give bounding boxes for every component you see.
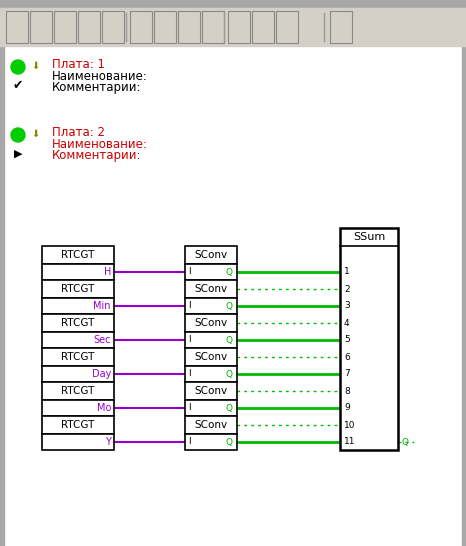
Text: 9: 9 bbox=[344, 403, 350, 412]
Bar bbox=[102, 11, 124, 43]
Text: Комментарии:: Комментарии: bbox=[52, 149, 142, 162]
Text: Y: Y bbox=[105, 437, 111, 447]
Bar bbox=[185, 382, 237, 400]
Text: I: I bbox=[188, 301, 191, 311]
Bar bbox=[42, 280, 114, 298]
Bar bbox=[185, 246, 237, 264]
Bar bbox=[54, 11, 76, 43]
Bar bbox=[185, 280, 237, 298]
Bar bbox=[42, 246, 114, 264]
Bar bbox=[228, 11, 250, 43]
Text: I: I bbox=[188, 403, 191, 412]
Bar bbox=[202, 11, 224, 43]
Text: Day: Day bbox=[92, 369, 111, 379]
Text: 7: 7 bbox=[344, 370, 350, 378]
Bar bbox=[130, 11, 152, 43]
Text: SConv: SConv bbox=[194, 386, 227, 396]
Text: RTCGT: RTCGT bbox=[62, 352, 95, 362]
Bar bbox=[185, 264, 237, 280]
Bar bbox=[185, 348, 237, 366]
Text: Комментарии:: Комментарии: bbox=[52, 80, 142, 93]
Bar bbox=[42, 366, 114, 382]
Text: Q: Q bbox=[226, 403, 233, 412]
Text: Плата: 1: Плата: 1 bbox=[52, 58, 105, 72]
Text: I: I bbox=[188, 335, 191, 345]
Text: 6: 6 bbox=[344, 353, 350, 361]
Bar bbox=[42, 382, 114, 400]
Text: Наименование:: Наименование: bbox=[52, 69, 148, 82]
Bar bbox=[0, 46, 4, 546]
Bar bbox=[42, 314, 114, 332]
Bar bbox=[185, 434, 237, 450]
Text: 4: 4 bbox=[344, 318, 350, 328]
Text: RTCGT: RTCGT bbox=[62, 250, 95, 260]
Text: 1: 1 bbox=[344, 268, 350, 276]
Circle shape bbox=[11, 128, 25, 142]
Bar bbox=[30, 11, 52, 43]
Text: ⬇: ⬇ bbox=[31, 61, 39, 71]
Bar bbox=[185, 298, 237, 314]
Bar bbox=[185, 332, 237, 348]
Text: I: I bbox=[188, 437, 191, 447]
Bar bbox=[42, 416, 114, 434]
Text: Q: Q bbox=[226, 268, 233, 276]
Text: ✔: ✔ bbox=[13, 80, 23, 92]
Bar bbox=[185, 416, 237, 434]
Bar bbox=[462, 46, 466, 546]
Bar bbox=[42, 298, 114, 314]
Bar bbox=[6, 11, 28, 43]
Bar bbox=[276, 11, 298, 43]
Text: ⬇: ⬇ bbox=[31, 129, 39, 139]
Bar bbox=[340, 228, 398, 450]
Bar bbox=[42, 434, 114, 450]
Text: 11: 11 bbox=[344, 437, 356, 447]
Text: Q: Q bbox=[226, 335, 233, 345]
Text: RTCGT: RTCGT bbox=[62, 420, 95, 430]
Text: SConv: SConv bbox=[194, 420, 227, 430]
Text: SConv: SConv bbox=[194, 250, 227, 260]
Text: SSum: SSum bbox=[353, 232, 385, 242]
Text: H: H bbox=[103, 267, 111, 277]
Text: Mo: Mo bbox=[96, 403, 111, 413]
Text: Наименование:: Наименование: bbox=[52, 138, 148, 151]
Text: Q: Q bbox=[226, 301, 233, 311]
Text: Q: Q bbox=[401, 437, 408, 447]
Bar bbox=[42, 332, 114, 348]
Text: SConv: SConv bbox=[194, 352, 227, 362]
Bar bbox=[185, 314, 237, 332]
Bar bbox=[0, 8, 466, 46]
Bar bbox=[0, 0, 466, 8]
Text: Q: Q bbox=[226, 437, 233, 447]
Circle shape bbox=[11, 60, 25, 74]
Text: 5: 5 bbox=[344, 335, 350, 345]
Text: RTCGT: RTCGT bbox=[62, 284, 95, 294]
Bar bbox=[78, 11, 100, 43]
Text: SConv: SConv bbox=[194, 284, 227, 294]
Text: SConv: SConv bbox=[194, 318, 227, 328]
Text: 8: 8 bbox=[344, 387, 350, 395]
Bar bbox=[154, 11, 176, 43]
Text: 2: 2 bbox=[344, 284, 350, 294]
Text: I: I bbox=[188, 370, 191, 378]
Text: Sec: Sec bbox=[94, 335, 111, 345]
Bar bbox=[42, 348, 114, 366]
Text: 3: 3 bbox=[344, 301, 350, 311]
Bar bbox=[252, 11, 274, 43]
Bar bbox=[42, 264, 114, 280]
Text: I: I bbox=[188, 268, 191, 276]
Bar bbox=[330, 11, 352, 43]
Text: Q: Q bbox=[226, 370, 233, 378]
Text: RTCGT: RTCGT bbox=[62, 386, 95, 396]
Text: Min: Min bbox=[94, 301, 111, 311]
Text: RTCGT: RTCGT bbox=[62, 318, 95, 328]
Bar bbox=[42, 400, 114, 416]
Text: 10: 10 bbox=[344, 420, 356, 430]
Text: ▶: ▶ bbox=[14, 149, 22, 159]
Bar bbox=[178, 11, 200, 43]
Bar bbox=[185, 366, 237, 382]
Bar bbox=[185, 400, 237, 416]
Text: Плата: 2: Плата: 2 bbox=[52, 127, 105, 139]
